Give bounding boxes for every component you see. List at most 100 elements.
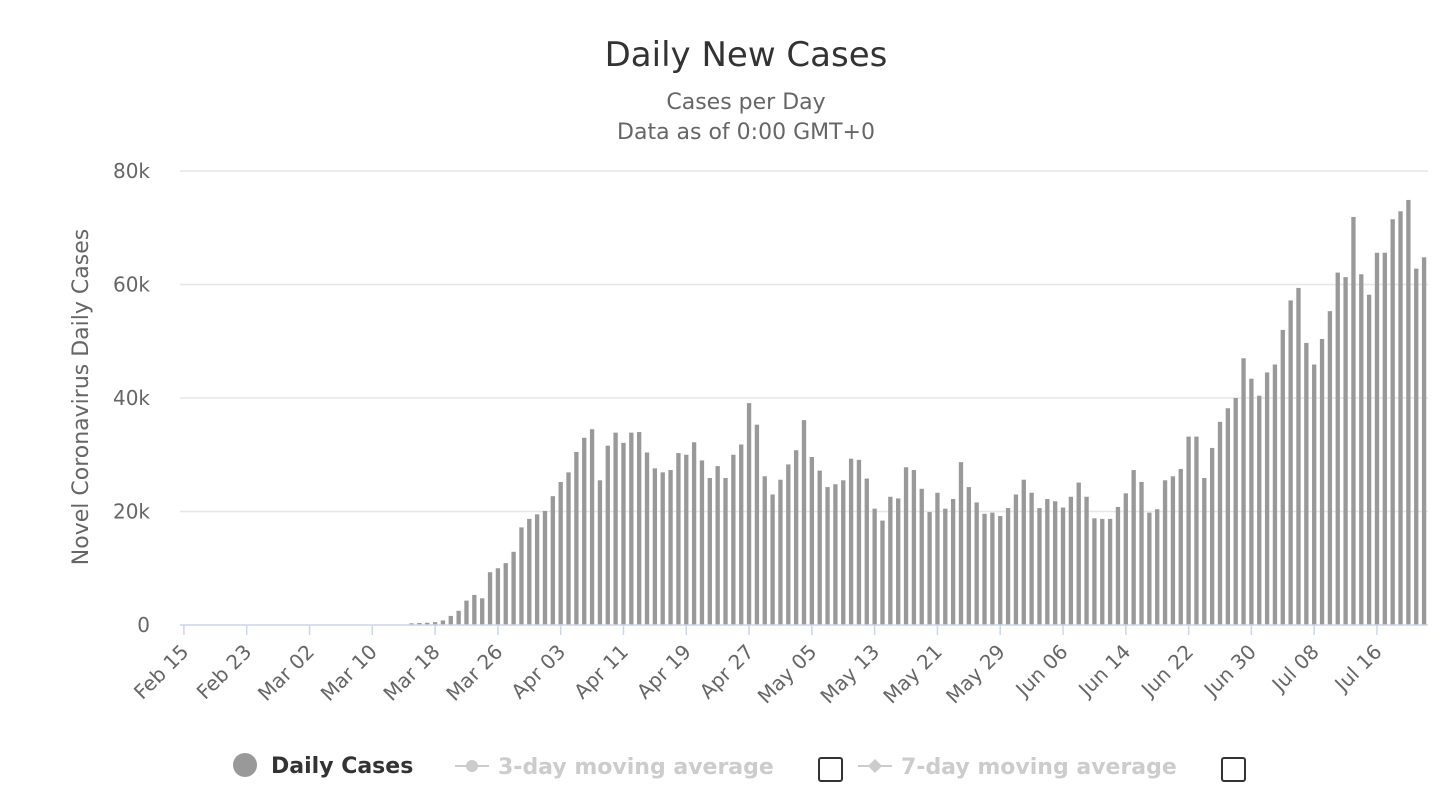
bar[interactable] — [652, 468, 658, 625]
bar[interactable] — [1390, 219, 1395, 626]
bar[interactable] — [1249, 378, 1254, 625]
bar[interactable] — [715, 466, 720, 625]
bar[interactable] — [464, 600, 469, 625]
bar[interactable] — [950, 499, 956, 625]
bar[interactable] — [903, 467, 909, 625]
bar[interactable] — [574, 451, 579, 625]
bar[interactable] — [723, 478, 728, 625]
bar[interactable] — [1162, 480, 1168, 625]
bar[interactable] — [1060, 507, 1066, 625]
bar[interactable] — [966, 487, 971, 625]
bar[interactable] — [1021, 479, 1026, 625]
bar[interactable] — [998, 516, 1003, 625]
bar[interactable] — [425, 622, 430, 625]
bar[interactable] — [754, 424, 760, 625]
bar[interactable] — [833, 484, 838, 625]
bar[interactable] — [637, 432, 642, 625]
bar[interactable] — [1272, 364, 1278, 625]
bar[interactable] — [503, 563, 508, 625]
bar[interactable] — [684, 454, 689, 625]
bar[interactable] — [856, 459, 862, 625]
bar[interactable] — [1131, 470, 1136, 625]
bar[interactable] — [1366, 294, 1372, 625]
bar[interactable] — [801, 420, 807, 625]
bar[interactable] — [417, 623, 422, 625]
bar[interactable] — [935, 492, 940, 625]
bar[interactable] — [974, 502, 979, 625]
bar[interactable] — [613, 432, 618, 625]
bar[interactable] — [605, 445, 610, 625]
bar[interactable] — [793, 450, 799, 625]
bar[interactable] — [958, 462, 964, 625]
bar[interactable] — [472, 594, 477, 625]
bar[interactable] — [817, 470, 822, 625]
bar[interactable] — [911, 470, 917, 625]
bar[interactable] — [872, 508, 877, 625]
bar[interactable] — [880, 520, 885, 625]
bar[interactable] — [1100, 518, 1105, 625]
bar[interactable] — [440, 620, 446, 625]
bar[interactable] — [1084, 496, 1089, 625]
bar[interactable] — [786, 464, 791, 625]
bar[interactable] — [1264, 372, 1270, 625]
bar[interactable] — [746, 403, 752, 625]
bar[interactable] — [1053, 501, 1058, 625]
bar[interactable] — [527, 518, 532, 625]
bar[interactable] — [534, 514, 540, 625]
bar[interactable] — [1107, 518, 1113, 625]
bar[interactable] — [668, 470, 673, 625]
bar[interactable] — [1029, 492, 1034, 625]
bar[interactable] — [448, 615, 453, 625]
bar[interactable] — [927, 512, 932, 625]
bar[interactable] — [629, 432, 634, 625]
bar[interactable] — [1209, 447, 1215, 625]
bar[interactable] — [1013, 494, 1019, 625]
bar[interactable] — [456, 610, 461, 625]
bar[interactable] — [1351, 216, 1356, 625]
bar[interactable] — [982, 513, 987, 625]
bar[interactable] — [896, 498, 901, 625]
bar[interactable] — [1280, 329, 1285, 625]
bar[interactable] — [1359, 274, 1364, 625]
bar[interactable] — [1186, 436, 1191, 625]
legend-item-daily-cases[interactable]: Daily Cases — [233, 753, 413, 779]
bar[interactable] — [848, 458, 854, 625]
bar[interactable] — [1257, 395, 1262, 625]
bar[interactable] — [1045, 499, 1050, 625]
bar[interactable] — [1147, 512, 1152, 625]
bar[interactable] — [644, 452, 650, 625]
bar[interactable] — [495, 568, 501, 625]
bar[interactable] — [1115, 506, 1121, 625]
bar[interactable] — [943, 508, 948, 625]
bar[interactable] — [1139, 481, 1144, 625]
bar[interactable] — [1225, 408, 1231, 625]
bar[interactable] — [1241, 358, 1246, 625]
bar[interactable] — [487, 572, 493, 625]
bar[interactable] — [1178, 468, 1183, 625]
bar[interactable] — [1374, 252, 1380, 625]
bar[interactable] — [550, 496, 555, 625]
bar[interactable] — [1123, 493, 1128, 625]
bar[interactable] — [1005, 508, 1011, 625]
bar[interactable] — [762, 476, 767, 625]
bar[interactable] — [1312, 364, 1317, 625]
checkbox-3-day-average[interactable] — [818, 757, 843, 782]
bar[interactable] — [1335, 272, 1340, 625]
bar[interactable] — [731, 454, 736, 625]
bar[interactable] — [699, 460, 705, 625]
bar[interactable] — [566, 472, 571, 625]
bar[interactable] — [1319, 338, 1325, 625]
bar[interactable] — [1406, 199, 1411, 625]
bar[interactable] — [1414, 268, 1419, 625]
bar[interactable] — [1233, 398, 1238, 625]
legend-item-7-day-average[interactable]: 7-day moving average — [858, 755, 1177, 780]
bar[interactable] — [511, 551, 516, 625]
bar[interactable] — [1296, 287, 1301, 625]
bar[interactable] — [558, 481, 563, 625]
bar[interactable] — [589, 429, 595, 625]
bar[interactable] — [1327, 311, 1333, 625]
bar[interactable] — [919, 488, 924, 625]
bar[interactable] — [519, 527, 524, 625]
bar[interactable] — [1343, 277, 1348, 625]
bar[interactable] — [990, 512, 995, 625]
